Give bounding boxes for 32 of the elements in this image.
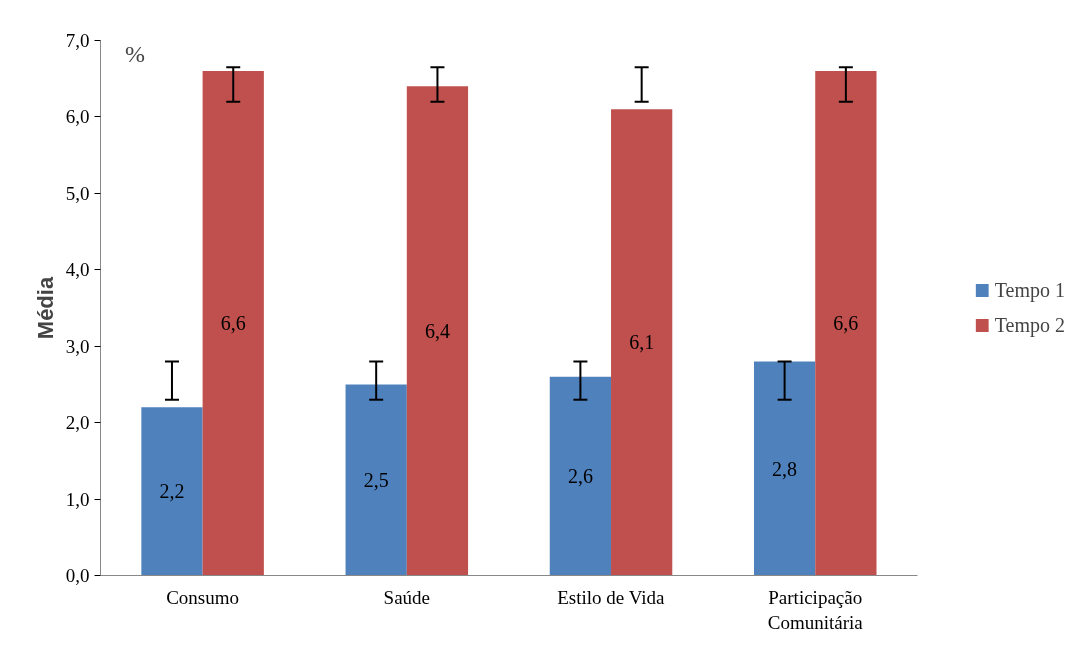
legend-label: Tempo 1 [994, 278, 1065, 302]
bar [611, 109, 673, 576]
y-tick-label: 6,0 [65, 106, 90, 128]
annotation: % [125, 40, 146, 67]
bar [202, 71, 264, 576]
legend-label: Tempo 2 [994, 313, 1065, 337]
y-tick-label: 7,0 [65, 30, 90, 51]
bar [345, 384, 407, 576]
data-label: 6,4 [424, 319, 450, 342]
data-label: 6,6 [220, 312, 246, 335]
data-label: 2,6 [567, 465, 593, 488]
x-tick-label: Participação Comunitária [767, 586, 864, 633]
y-tick-label: 0,0 [65, 565, 90, 586]
bar [753, 361, 816, 576]
data-label: 6,1 [629, 331, 655, 354]
bar [406, 86, 469, 576]
data-label: 2,8 [772, 457, 798, 480]
y-tick-label: 5,0 [65, 182, 90, 204]
bar [141, 407, 203, 576]
data-label: 6,6 [833, 312, 859, 335]
y-tick-label: 1,0 [65, 488, 90, 510]
x-tick-label: Saúde [383, 586, 431, 608]
y-axis-title: Média [32, 276, 58, 340]
y-tick-label: 4,0 [65, 259, 90, 281]
y-tick-label: 2,0 [65, 412, 90, 434]
x-tick-label: Consumo [166, 586, 240, 608]
data-label: 2,2 [159, 480, 185, 503]
x-tick-label: Estilo de Vida [557, 586, 666, 608]
y-tick-label: 3,0 [65, 335, 90, 357]
bar [549, 376, 612, 576]
data-label: 2,5 [363, 468, 389, 491]
bar [815, 71, 877, 576]
